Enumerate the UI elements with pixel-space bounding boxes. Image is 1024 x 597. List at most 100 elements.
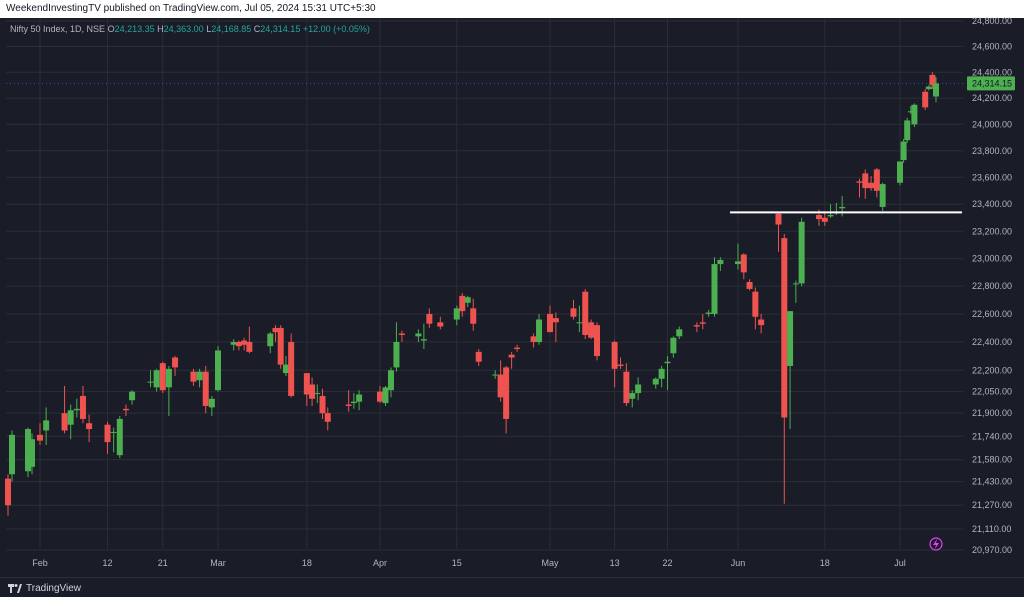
candle: [929, 72, 936, 90]
candle-body: [309, 384, 316, 399]
grid-lines: [6, 18, 963, 551]
candle-body: [79, 395, 86, 419]
y-tick-label: 23,000.00: [972, 254, 1012, 264]
candle: [514, 344, 521, 352]
candle: [420, 323, 427, 350]
y-tick-label: 24,000.00: [972, 119, 1012, 129]
candle-body: [25, 429, 31, 472]
candle: [530, 333, 537, 348]
tradingview-logo[interactable]: TradingView: [8, 582, 81, 594]
candle-body: [933, 83, 939, 97]
lightning-icon[interactable]: [929, 537, 943, 551]
candle: [879, 182, 886, 211]
candle: [787, 311, 794, 430]
y-tick-label: 23,400.00: [972, 199, 1012, 209]
y-tick-label: 23,200.00: [972, 226, 1012, 236]
price-tag-box: [967, 76, 1015, 91]
y-tick-label: 21,110.00: [972, 524, 1011, 534]
price-tag: 24,314.15: [967, 76, 1015, 91]
candle-body: [153, 370, 160, 388]
candle-body: [314, 393, 321, 395]
candle: [594, 322, 600, 361]
candle-body: [267, 333, 274, 347]
candle: [172, 356, 179, 376]
candle: [470, 298, 477, 331]
candle: [925, 85, 932, 91]
candle-body: [588, 322, 595, 338]
candle-body: [676, 329, 683, 337]
candle-body: [246, 341, 253, 352]
candle-body: [437, 322, 444, 327]
candle: [922, 89, 929, 110]
candle-body: [350, 401, 357, 404]
candle: [277, 325, 284, 369]
candle-body: [464, 297, 471, 303]
candle: [617, 357, 624, 369]
candle: [398, 330, 405, 342]
candle: [202, 365, 209, 414]
candle-body: [241, 340, 248, 345]
candle: [272, 325, 279, 342]
candle-body: [664, 361, 671, 364]
published-header: WeekendInvestingTV published on TradingV…: [0, 0, 1024, 18]
candle: [215, 346, 221, 392]
candle: [588, 319, 595, 340]
candle-body: [345, 404, 352, 406]
candle-body: [196, 371, 203, 381]
candle-body: [670, 337, 677, 354]
candle: [153, 368, 160, 392]
candle: [5, 474, 11, 516]
candle-body: [43, 420, 50, 431]
open-value: 24,213.35: [114, 24, 155, 34]
candle-body: [629, 393, 636, 399]
candle-body: [711, 264, 718, 314]
candle: [570, 300, 577, 320]
candle: [267, 332, 274, 354]
candle-body: [29, 439, 35, 467]
tradingview-logo-icon: [8, 584, 22, 593]
candle-body: [508, 354, 515, 358]
candle: [86, 414, 93, 443]
candle: [503, 365, 510, 434]
candle-body: [61, 413, 68, 431]
candle-body: [821, 217, 828, 222]
y-tick-label: 21,270.00: [972, 500, 1012, 510]
candle-body: [426, 313, 433, 324]
candle: [711, 257, 718, 317]
x-tick-label: 18: [302, 558, 312, 568]
candle: [868, 176, 875, 191]
candle-body: [272, 327, 279, 333]
candle: [635, 377, 642, 401]
candle: [670, 336, 677, 358]
candlestick-chart[interactable]: 24,800.00 24,600.00 24,400.00 24,200.00 24,0…: [0, 0, 1024, 577]
candle: [497, 360, 504, 402]
candle-body: [356, 394, 363, 402]
candle: [658, 365, 665, 388]
candle: [576, 305, 583, 333]
candle: [492, 370, 499, 379]
candle-body: [652, 378, 659, 385]
candle-body: [147, 381, 154, 383]
candle-body: [202, 371, 209, 406]
price-tag-label: 24,314.15: [972, 78, 1012, 88]
y-tick-label: 24,200.00: [972, 93, 1012, 103]
candle: [309, 377, 316, 406]
candle-body: [514, 347, 521, 350]
candle: [377, 385, 383, 404]
candle: [758, 313, 765, 334]
candle: [288, 333, 295, 398]
candle: [79, 385, 86, 424]
candle: [900, 138, 907, 163]
candle: [235, 340, 242, 351]
candle-body: [459, 295, 466, 312]
candle: [873, 168, 880, 198]
candle: [241, 337, 248, 351]
candle-body: [9, 434, 15, 475]
y-axis: 24,800.00 24,600.00 24,400.00 24,200.00 24,0…: [972, 16, 1012, 555]
candle: [190, 368, 197, 386]
lightning-icon-ring: [929, 537, 943, 551]
candle: [623, 363, 630, 406]
low-value: 24,168.85: [211, 24, 252, 34]
y-tick-label: 20,970.00: [972, 545, 1012, 555]
candle-body: [288, 341, 295, 396]
